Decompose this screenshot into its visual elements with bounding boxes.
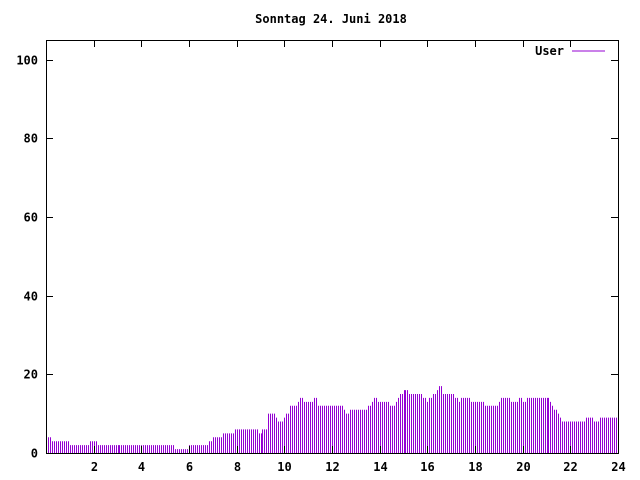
bars-layer <box>46 386 617 453</box>
x-tick-label: 12 <box>325 460 339 474</box>
y-tick-label: 60 <box>24 211 38 225</box>
x-tick-label: 22 <box>563 460 577 474</box>
y-tick-label: 0 <box>31 447 38 461</box>
legend-label-user: User <box>535 44 564 58</box>
x-tick-label: 4 <box>138 460 145 474</box>
y-tick-label: 20 <box>24 368 38 382</box>
x-tick-label: 16 <box>420 460 434 474</box>
x-tick-label: 2 <box>91 460 98 474</box>
legend: User <box>535 44 605 58</box>
x-tick-label: 8 <box>234 460 241 474</box>
plot-border <box>46 40 619 454</box>
x-tick-label: 6 <box>186 460 193 474</box>
chart-title: Sonntag 24. Juni 2018 <box>255 12 407 26</box>
x-tick-label: 10 <box>277 460 291 474</box>
x-tick-label: 24 <box>611 460 625 474</box>
x-tick-label: 14 <box>373 460 387 474</box>
y-tick-label: 40 <box>24 290 38 304</box>
x-tick-label: 20 <box>516 460 530 474</box>
y-tick-label: 80 <box>24 132 38 146</box>
y-tick-label: 100 <box>16 54 38 68</box>
x-tick-label: 18 <box>468 460 482 474</box>
